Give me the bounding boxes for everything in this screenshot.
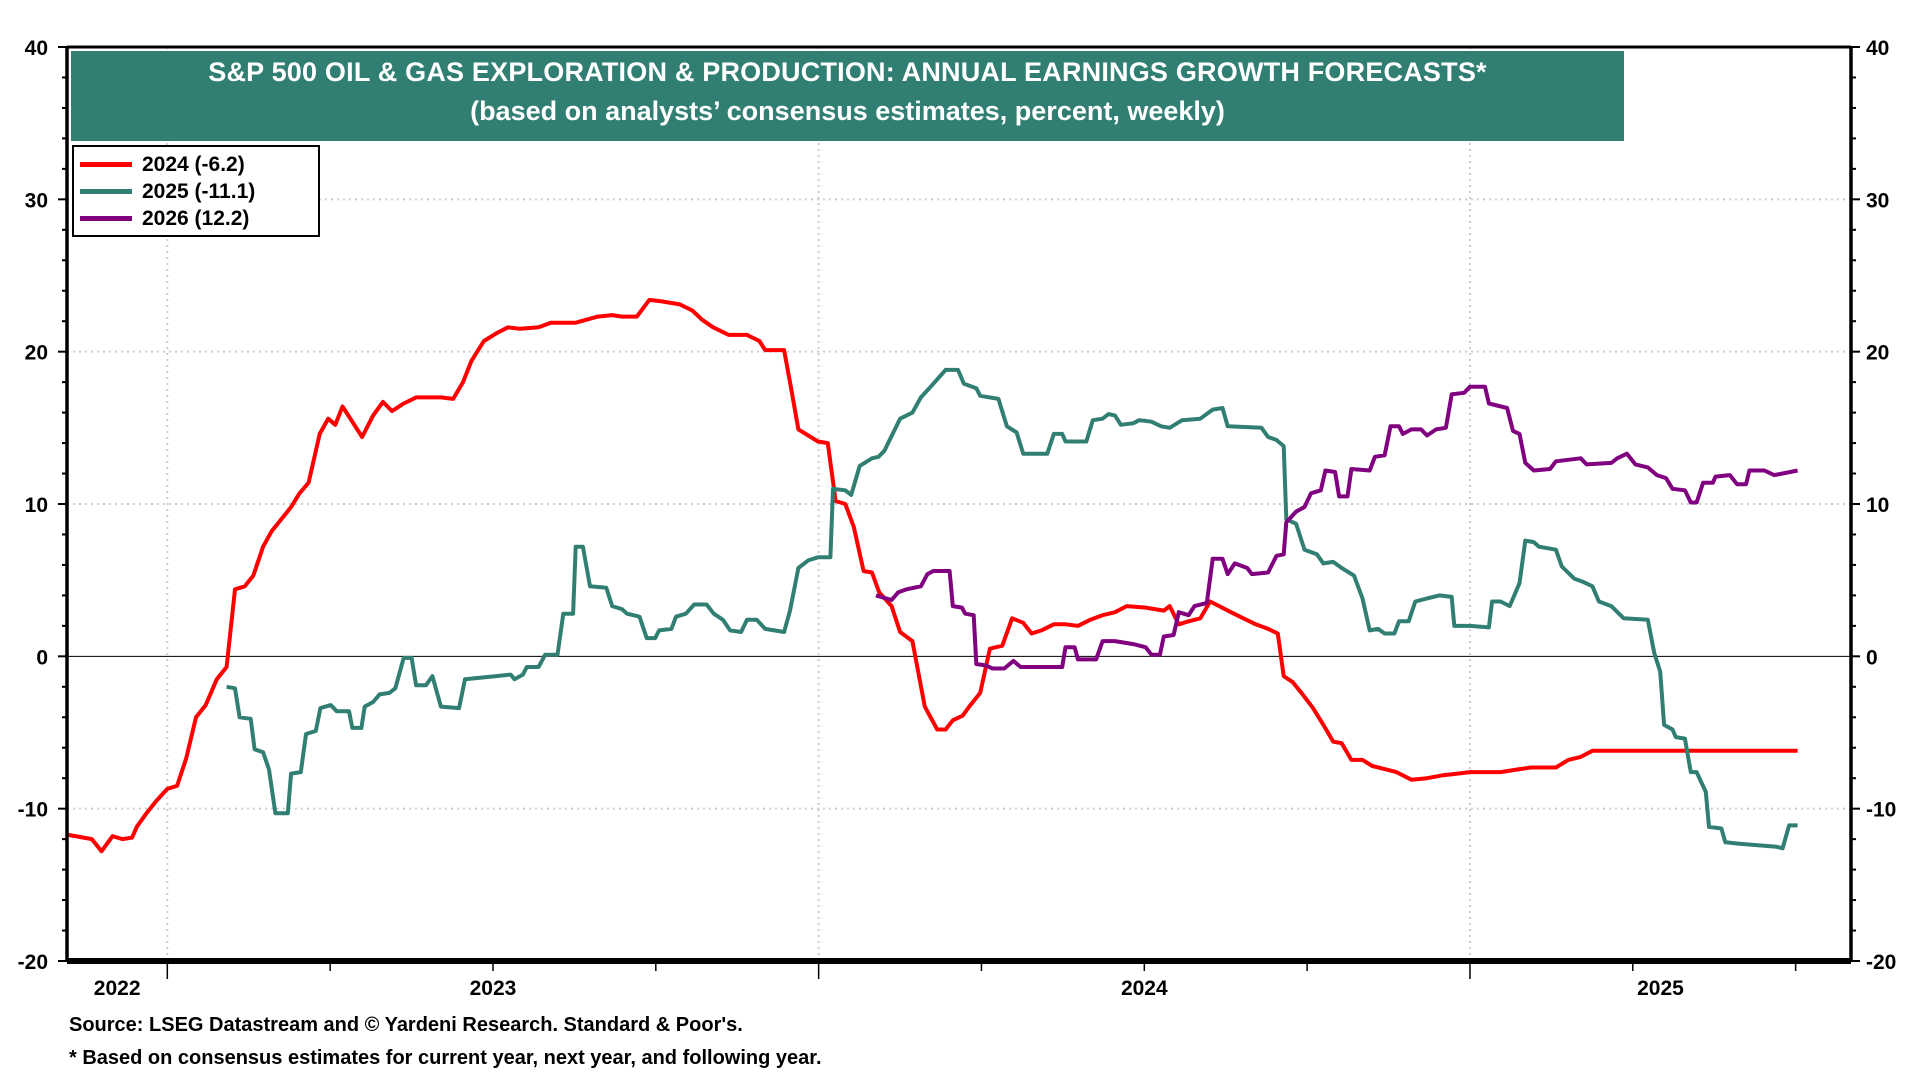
chart-title: S&P 500 OIL & GAS EXPLORATION & PRODUCTI… bbox=[208, 57, 1487, 87]
legend-label: 2026 (12.2) bbox=[142, 206, 250, 230]
legend-label: 2024 (-6.2) bbox=[142, 152, 245, 176]
x-tick-label: 2025 bbox=[1637, 977, 1684, 1000]
series-lines bbox=[66, 297, 1798, 854]
y-tick-label-left: -10 bbox=[18, 799, 48, 822]
y-tick-label-left: 30 bbox=[25, 189, 48, 212]
y-tick-label-right: 30 bbox=[1866, 189, 1889, 212]
series-line-2024 bbox=[66, 297, 1798, 854]
legend-swatch-2025 bbox=[80, 189, 132, 194]
y-tick-label-right: 40 bbox=[1866, 37, 1889, 60]
legend-swatch-2026 bbox=[80, 216, 132, 221]
tick-labels: -20 -20 -10 -10 0 0 10 10 20 20 30 30 40 40 2022 2023 20… bbox=[18, 37, 1897, 1000]
y-tick-label-right: -20 bbox=[1866, 951, 1896, 974]
x-tick-label: 2023 bbox=[470, 977, 517, 1000]
legend-item-2024: 2024 (-6.2) bbox=[80, 151, 318, 178]
legend-swatch-2024 bbox=[80, 162, 132, 167]
series-line-2026 bbox=[875, 384, 1798, 671]
y-tick-label-left: 10 bbox=[25, 494, 48, 517]
y-tick-label-right: 10 bbox=[1866, 494, 1889, 517]
chart-title-banner: S&P 500 OIL & GAS EXPLORATION & PRODUCTI… bbox=[71, 51, 1624, 141]
legend-item-2025: 2025 (-11.1) bbox=[80, 178, 318, 205]
source-note: Source: LSEG Datastream and © Yardeni Re… bbox=[69, 1014, 743, 1036]
legend-item-2026: 2026 (12.2) bbox=[80, 205, 318, 232]
chart-subtitle: (based on analysts’ consensus estimates,… bbox=[470, 96, 1225, 126]
y-tick-label-left: 20 bbox=[25, 342, 48, 365]
y-tick-label-right: -10 bbox=[1866, 799, 1896, 822]
y-tick-label-left: 0 bbox=[36, 646, 48, 669]
legend-label: 2025 (-11.1) bbox=[142, 179, 256, 203]
x-tick-label: 2022 bbox=[94, 977, 141, 1000]
gridlines bbox=[67, 47, 1851, 961]
x-tick-label: 2024 bbox=[1121, 977, 1168, 1000]
axes bbox=[58, 45, 1860, 979]
y-tick-label-right: 0 bbox=[1866, 646, 1878, 669]
legend: 2024 (-6.2) 2025 (-11.1) 2026 (12.2) bbox=[72, 145, 320, 237]
y-tick-label-left: -20 bbox=[18, 951, 48, 974]
series-line-2025 bbox=[226, 367, 1798, 851]
y-tick-label-right: 20 bbox=[1866, 342, 1889, 365]
y-tick-label-left: 40 bbox=[25, 37, 48, 60]
footnote: * Based on consensus estimates for curre… bbox=[69, 1047, 822, 1069]
